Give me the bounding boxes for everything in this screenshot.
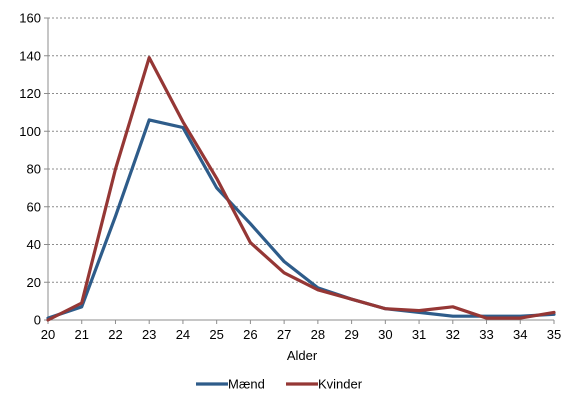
x-tick-label: 22 [108, 327, 122, 342]
x-axis-label: Alder [287, 348, 318, 363]
y-tick-label: 140 [19, 48, 41, 63]
x-tick-label: 31 [412, 327, 426, 342]
legend: Mænd Kvinder [196, 377, 363, 392]
x-tick-label: 28 [311, 327, 325, 342]
x-tick-label: 24 [176, 327, 190, 342]
x-tick-label: 23 [142, 327, 156, 342]
x-tick-label: 25 [209, 327, 223, 342]
y-tick-label: 20 [27, 275, 41, 290]
series-lines [46, 55, 556, 322]
x-tick-label: 33 [479, 327, 493, 342]
y-tick-label: 120 [19, 86, 41, 101]
legend-label: Kvinder [318, 377, 363, 392]
x-tick-label: 26 [243, 327, 257, 342]
x-tick-label: 20 [41, 327, 55, 342]
y-tick-label: 0 [34, 313, 41, 328]
x-tick-label: 35 [547, 327, 561, 342]
grid-lines [48, 17, 554, 283]
y-tick-label: 160 [19, 11, 41, 26]
y-tick-label: 60 [27, 199, 41, 214]
legend-label: Mænd [228, 377, 265, 392]
x-tick-label: 32 [446, 327, 460, 342]
x-tick-label: 30 [378, 327, 392, 342]
y-tick-label: 40 [27, 237, 41, 252]
x-tick-label: 34 [513, 327, 527, 342]
series-line-kvinder [46, 55, 556, 322]
x-tick-label: 29 [344, 327, 358, 342]
y-tick-label: 100 [19, 124, 41, 139]
x-tick-label: 27 [277, 327, 291, 342]
series-line-mænd [46, 118, 556, 320]
x-tick-label: 21 [74, 327, 88, 342]
y-tick-label: 80 [27, 162, 41, 177]
